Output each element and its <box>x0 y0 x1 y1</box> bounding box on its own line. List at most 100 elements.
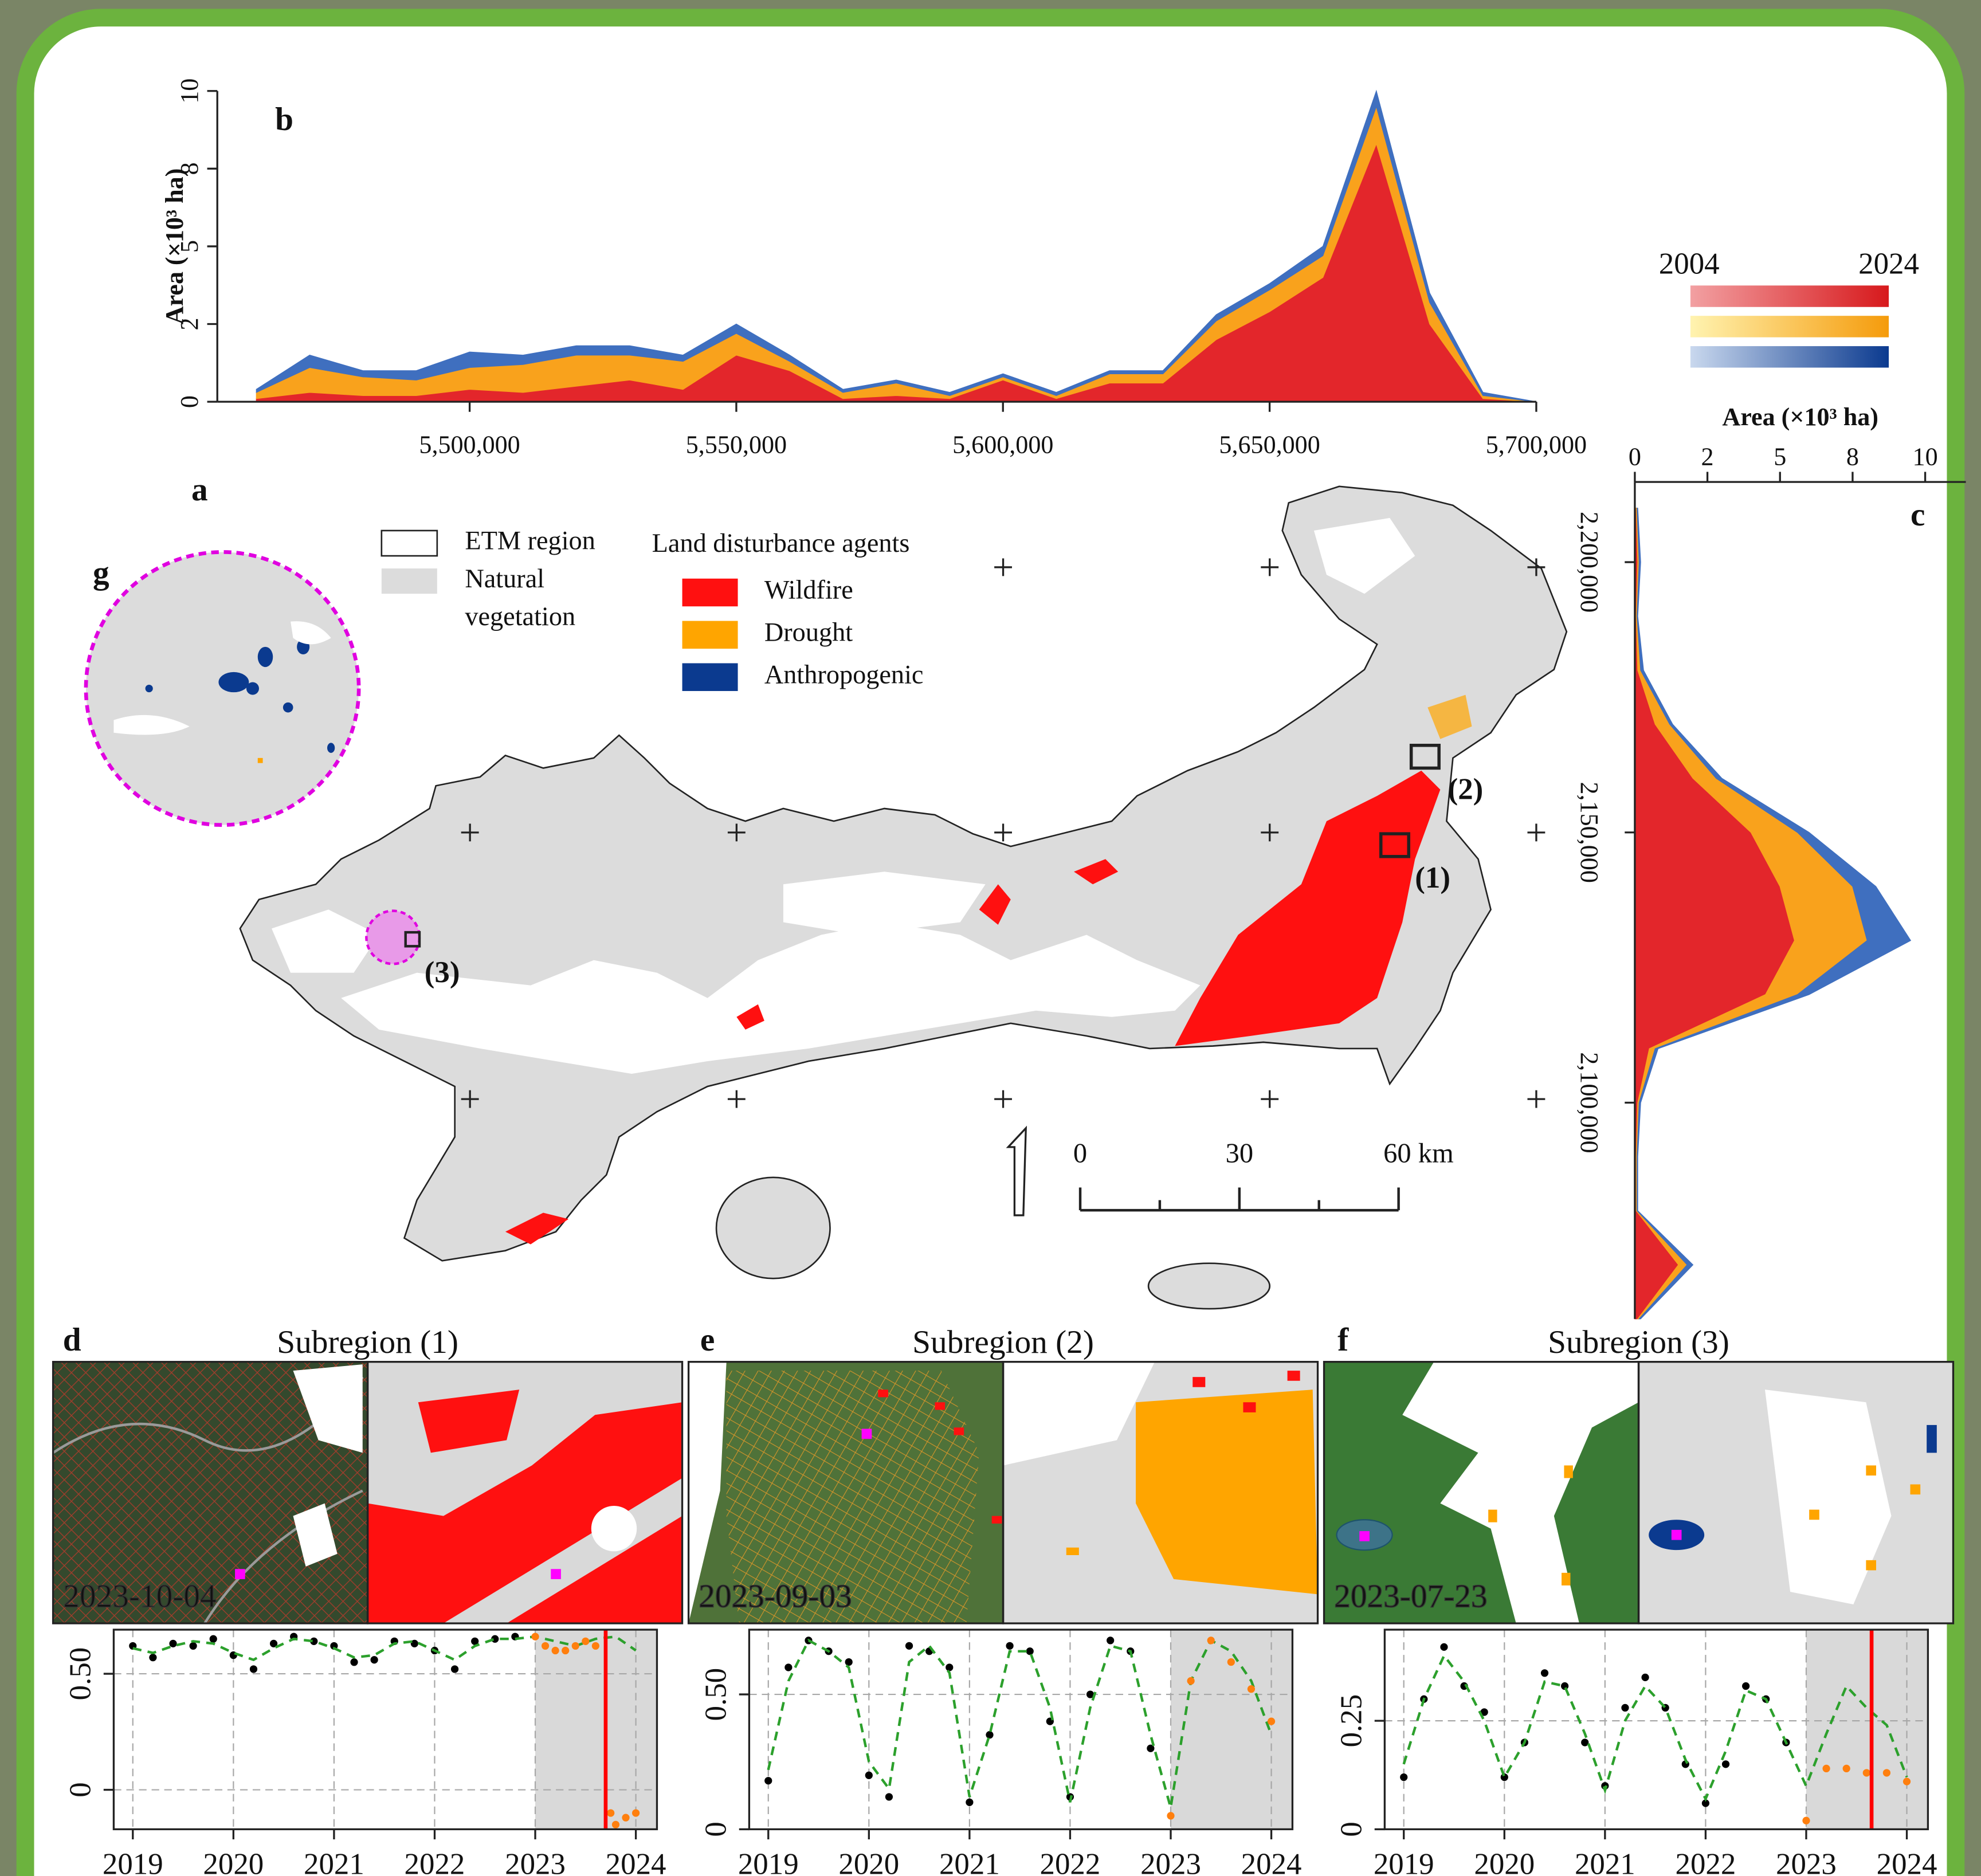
drought-patch <box>1488 1510 1497 1522</box>
observation <box>1883 1769 1890 1776</box>
legend-label: Wildfire <box>764 576 853 605</box>
observation <box>562 1647 569 1654</box>
observation <box>451 1665 458 1673</box>
x-tick-label: 2024 <box>1241 1848 1302 1876</box>
x-tick-label: 5,650,000 <box>1219 431 1320 459</box>
observation <box>784 1663 792 1671</box>
legend-swatch <box>682 621 738 649</box>
x-tick-label: 5,500,000 <box>419 431 520 459</box>
inset-locator <box>366 911 419 964</box>
observation <box>1541 1669 1548 1677</box>
legend-swatch <box>382 531 437 556</box>
x-tick-label: 2023 <box>505 1848 566 1876</box>
scale-label: 30 <box>1226 1138 1254 1168</box>
anthropogenic-patch <box>283 702 293 713</box>
drought-patch <box>1866 1465 1876 1475</box>
observation <box>1227 1658 1235 1666</box>
observation <box>1167 1812 1174 1819</box>
x-axis-label: Area (×10³ ha) <box>1722 403 1878 431</box>
observation <box>946 1663 953 1671</box>
x-tick-label: 2022 <box>1676 1848 1736 1876</box>
observation <box>1641 1674 1649 1681</box>
observation <box>632 1809 640 1816</box>
monitoring-period <box>1806 1630 1928 1829</box>
observation <box>149 1654 156 1661</box>
observation <box>1742 1682 1749 1690</box>
y-tick-label: 0 <box>64 1782 97 1797</box>
anthropogenic-patch <box>246 682 259 695</box>
observation <box>1187 1677 1194 1685</box>
y-tick-label: 0 <box>175 395 203 408</box>
anthropogenic-patch <box>146 685 153 692</box>
x-tick-label: 0 <box>1629 443 1641 471</box>
observation <box>1802 1817 1810 1824</box>
observation <box>592 1642 599 1650</box>
drought-patch <box>1911 1485 1921 1495</box>
subregion-label: (1) <box>1415 861 1450 894</box>
observation <box>1903 1778 1911 1785</box>
observation <box>1440 1643 1447 1651</box>
panel-label: a <box>191 472 208 508</box>
observation <box>1400 1773 1407 1781</box>
observation <box>169 1640 176 1647</box>
x-tick-label: 2021 <box>1575 1848 1635 1876</box>
observation <box>966 1799 973 1806</box>
legend-label: Natural <box>465 564 544 594</box>
observation <box>986 1731 993 1738</box>
y-tick-label: 2,100,000 <box>1575 1052 1603 1153</box>
observation <box>542 1642 549 1650</box>
y-tick-label: 0 <box>1335 1822 1368 1836</box>
wildfire-patch <box>935 1402 945 1410</box>
y-tick-label: 0 <box>700 1822 733 1836</box>
legend-label: vegetation <box>465 602 575 631</box>
subregion-label: (3) <box>425 956 460 989</box>
wildfire-patch <box>992 1516 1002 1524</box>
observation <box>371 1656 378 1663</box>
panel-title: Subregion (1) <box>277 1324 458 1360</box>
x-tick-label: 2021 <box>304 1848 364 1876</box>
drought-patch <box>1562 1573 1570 1585</box>
island <box>1148 1263 1270 1309</box>
observation <box>612 1821 619 1828</box>
panel-label: g <box>93 555 109 591</box>
legend-swatch <box>682 663 738 691</box>
x-tick-label: 2020 <box>203 1848 264 1876</box>
x-tick-label: 2023 <box>1776 1848 1837 1876</box>
y-tick-label: 0.50 <box>700 1668 733 1721</box>
observation <box>1207 1636 1215 1644</box>
non-vegetation <box>591 1506 637 1551</box>
anthropogenic-patch <box>218 672 249 692</box>
x-tick-label: 5,700,000 <box>1486 431 1587 459</box>
drought-patch <box>1564 1465 1572 1478</box>
observation <box>1621 1704 1629 1712</box>
x-tick-label: 2019 <box>738 1848 799 1876</box>
x-tick-label: 2023 <box>1140 1848 1201 1876</box>
observation <box>552 1647 559 1654</box>
drought-patch <box>1809 1510 1819 1520</box>
image-date: 2023-07-23 <box>1334 1578 1487 1614</box>
x-tick-label: 2021 <box>939 1848 1000 1876</box>
observation <box>1843 1765 1850 1772</box>
wildfire-patch <box>1288 1371 1300 1381</box>
panel-title: Subregion (2) <box>912 1324 1094 1360</box>
figure: (1)(2)(3)agETM regionNaturalvegetationLa… <box>0 0 1981 1876</box>
anthropogenic-patch <box>327 743 335 753</box>
legend-swatch <box>382 568 437 594</box>
legend-label: Anthropogenic <box>764 660 924 689</box>
panel-label: c <box>1911 497 1925 533</box>
sample-pixel <box>235 1569 245 1579</box>
anthropogenic-patch <box>1927 1425 1937 1453</box>
observation <box>885 1793 893 1800</box>
wildfire-patch <box>954 1427 964 1435</box>
observation <box>1006 1642 1013 1650</box>
legend-title: Land disturbance agents <box>652 529 910 558</box>
x-tick-label: 2022 <box>405 1848 465 1876</box>
observation <box>1822 1765 1830 1772</box>
scale-label: 60 km <box>1383 1138 1454 1168</box>
sample-pixel <box>1359 1531 1370 1541</box>
observation <box>1581 1738 1588 1746</box>
sample-pixel <box>1672 1530 1682 1540</box>
color-scale-label: 2004 <box>1659 247 1720 280</box>
color-scale-label: 2024 <box>1858 247 1919 280</box>
observation <box>582 1638 589 1645</box>
